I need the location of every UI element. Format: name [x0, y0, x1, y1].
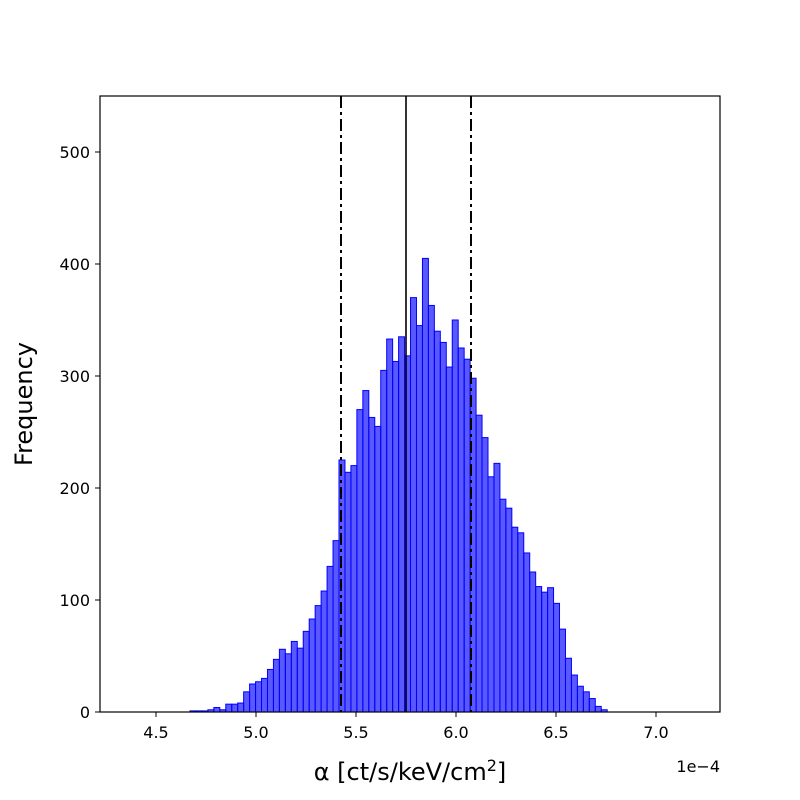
histogram-bar	[529, 571, 537, 713]
histogram-bar	[582, 691, 590, 713]
histogram-bar	[243, 691, 251, 713]
histogram-bar	[284, 653, 292, 713]
x-axis-offset-label: 1e−4	[676, 757, 720, 776]
x-tick-label: 5.5	[343, 723, 368, 742]
x-tick-label: 6.0	[443, 723, 468, 742]
histogram-bar	[576, 685, 584, 713]
histogram-bar	[326, 565, 334, 713]
histogram-bar	[314, 605, 322, 713]
histogram-bar	[439, 341, 447, 713]
x-tick-label: 4.5	[143, 723, 168, 742]
histogram-bar	[255, 681, 263, 713]
histogram-bar	[463, 358, 471, 713]
plot-frame	[99, 95, 721, 713]
histogram-bar	[392, 360, 400, 713]
x-axis-label-superscript: 2	[487, 756, 497, 775]
histogram-bar	[570, 674, 578, 713]
x-axis-ticks: 4.5 5.0 5.5 6.0 6.5 7.0	[143, 712, 669, 742]
histogram-bar	[553, 602, 561, 713]
histogram-bar	[594, 705, 602, 713]
histogram-bar	[272, 658, 280, 713]
histogram-bar	[457, 347, 465, 713]
x-tick-label: 6.5	[543, 723, 568, 742]
histogram-bar	[231, 703, 239, 713]
x-axis-label-close: ]	[497, 758, 506, 786]
histogram-bar	[356, 409, 364, 713]
y-tick-label: 300	[59, 367, 90, 386]
histogram-bar	[433, 330, 441, 713]
histogram-bar	[564, 657, 572, 713]
x-tick-label: 7.0	[643, 723, 668, 742]
reference-lines	[340, 96, 472, 712]
histogram-bar	[493, 462, 501, 713]
histogram-bar	[559, 628, 566, 713]
histogram-bar	[249, 683, 257, 713]
histogram-bar	[278, 648, 286, 713]
y-tick-label: 400	[59, 255, 90, 274]
histogram-bar	[380, 369, 388, 713]
y-axis-ticks: 0 100 200 300 400 500	[59, 143, 100, 722]
x-axis-label-main: α [ct/s/keV/cm	[314, 758, 487, 786]
histogram-bar	[374, 425, 382, 713]
histogram-bar	[523, 552, 531, 713]
y-tick-label: 0	[80, 703, 90, 722]
y-tick-label: 500	[59, 143, 90, 162]
histogram-bar	[451, 319, 459, 713]
histogram-bar	[237, 702, 245, 713]
x-tick-label: 5.0	[243, 723, 268, 742]
histogram-bar	[481, 437, 489, 713]
histogram-bar	[332, 540, 340, 713]
histogram-bar	[350, 465, 358, 713]
histogram-bar	[535, 586, 543, 713]
histogram-bar	[541, 591, 549, 713]
histogram-bars	[189, 257, 608, 713]
histogram-bar	[344, 471, 352, 713]
histogram-bar	[547, 587, 555, 713]
histogram-bar	[261, 677, 268, 713]
histogram-bar	[308, 618, 316, 713]
histogram-bar	[487, 476, 495, 713]
histogram-bar	[296, 647, 304, 713]
y-axis-label: Frequency	[10, 342, 38, 466]
histogram-bar	[368, 416, 376, 713]
histogram-bar	[213, 707, 221, 713]
histogram-bar	[398, 336, 406, 713]
histogram-bar	[427, 304, 435, 713]
histogram-bar	[445, 366, 453, 713]
histogram-bar	[266, 668, 274, 713]
histogram-bar	[588, 698, 596, 713]
histogram-bar	[410, 297, 417, 713]
histogram-bar	[386, 338, 394, 713]
histogram-bar	[225, 703, 233, 713]
histogram-bar	[290, 640, 298, 713]
histogram-bar	[499, 498, 507, 713]
y-tick-label: 100	[59, 591, 90, 610]
histogram-bar	[415, 325, 423, 713]
histogram-bar	[517, 532, 525, 713]
histogram-bar	[505, 507, 513, 713]
y-tick-label: 200	[59, 479, 90, 498]
histogram-bar	[421, 257, 429, 713]
histogram-bar	[362, 390, 370, 713]
x-axis-label: α [ct/s/keV/cm2]	[314, 756, 507, 786]
histogram-bar	[320, 590, 328, 713]
histogram-bar	[302, 630, 310, 713]
histogram-bar	[511, 526, 519, 713]
histogram-bar	[475, 414, 483, 713]
